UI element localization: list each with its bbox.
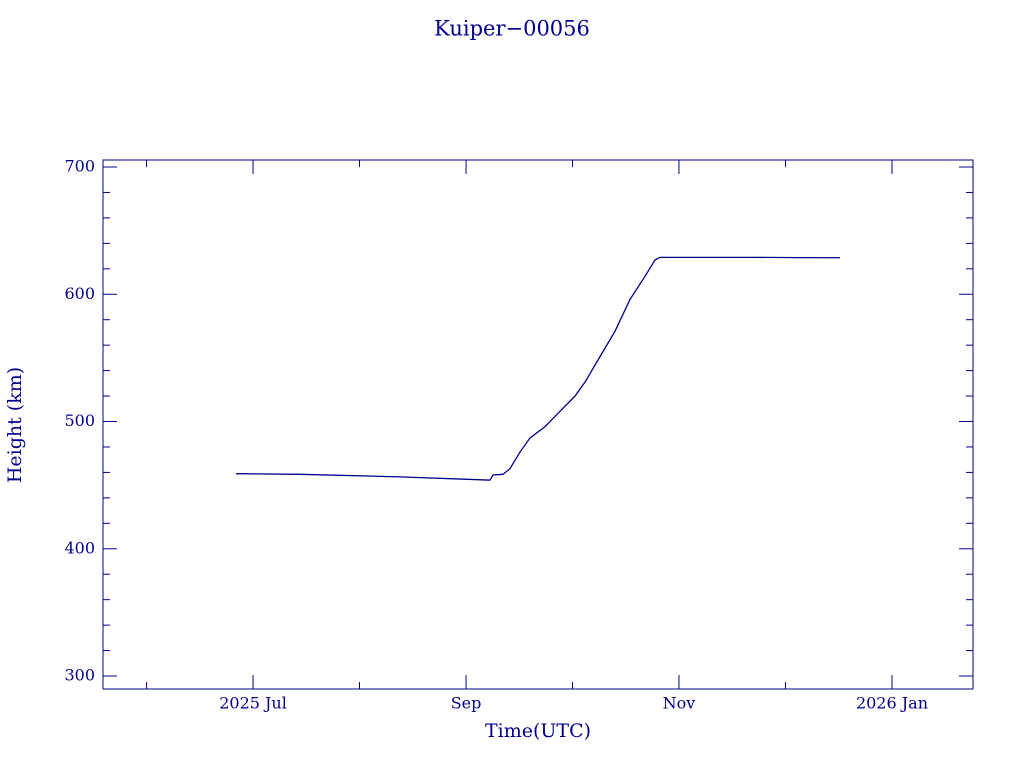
y-tick-label: 300 (64, 666, 95, 685)
y-tick-label: 500 (64, 411, 95, 430)
y-axis-label: Height (km) (4, 367, 26, 483)
data-line (236, 256, 840, 481)
y-tick-label: 400 (64, 538, 95, 557)
x-tick-label: 2025 Jul (219, 694, 287, 713)
x-tick-label: Nov (663, 694, 696, 713)
y-tick-label: 700 (64, 156, 95, 175)
chart-title: Kuiper−00056 (434, 17, 590, 41)
y-tick-label: 600 (64, 284, 95, 303)
plot-frame (102, 159, 974, 690)
x-tick-label: Sep (451, 694, 482, 713)
x-tick-label: 2026 Jan (856, 694, 928, 713)
x-axis-label: Time(UTC) (485, 720, 591, 742)
